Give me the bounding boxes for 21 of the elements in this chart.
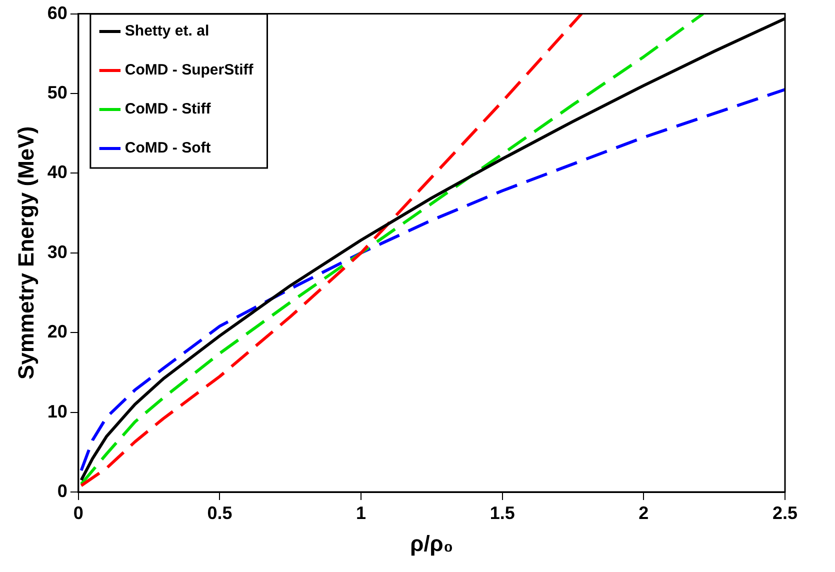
- y-tick-label: 50: [47, 82, 68, 102]
- y-tick-label: 60: [47, 2, 68, 23]
- y-axis-title: Symmetry Energy (MeV): [13, 126, 38, 380]
- x-tick-label: 0.5: [207, 502, 232, 523]
- x-tick-label: 1.5: [490, 502, 515, 523]
- legend-label: CoMD - SuperStiff: [124, 62, 254, 79]
- y-tick-label: 30: [47, 242, 68, 262]
- x-axis-title: ρ/ρ₀: [410, 530, 454, 556]
- legend-label: CoMD - Stiff: [124, 100, 212, 118]
- x-tick-label: 0: [73, 502, 84, 523]
- y-tick-label: 40: [47, 162, 68, 182]
- x-tick-label: 2: [638, 502, 649, 523]
- line-series: [80, 14, 584, 488]
- y-tick-label: 10: [47, 401, 68, 422]
- legend-label: Shetty et. al: [124, 22, 210, 40]
- x-tick-label: 2.5: [772, 502, 798, 523]
- line-series: [80, 88, 785, 472]
- y-tick-label: 20: [47, 322, 68, 342]
- x-tick-label: 1: [356, 502, 366, 523]
- y-tick-label: 0: [57, 480, 68, 501]
- legend-label: CoMD - Soft: [124, 140, 211, 157]
